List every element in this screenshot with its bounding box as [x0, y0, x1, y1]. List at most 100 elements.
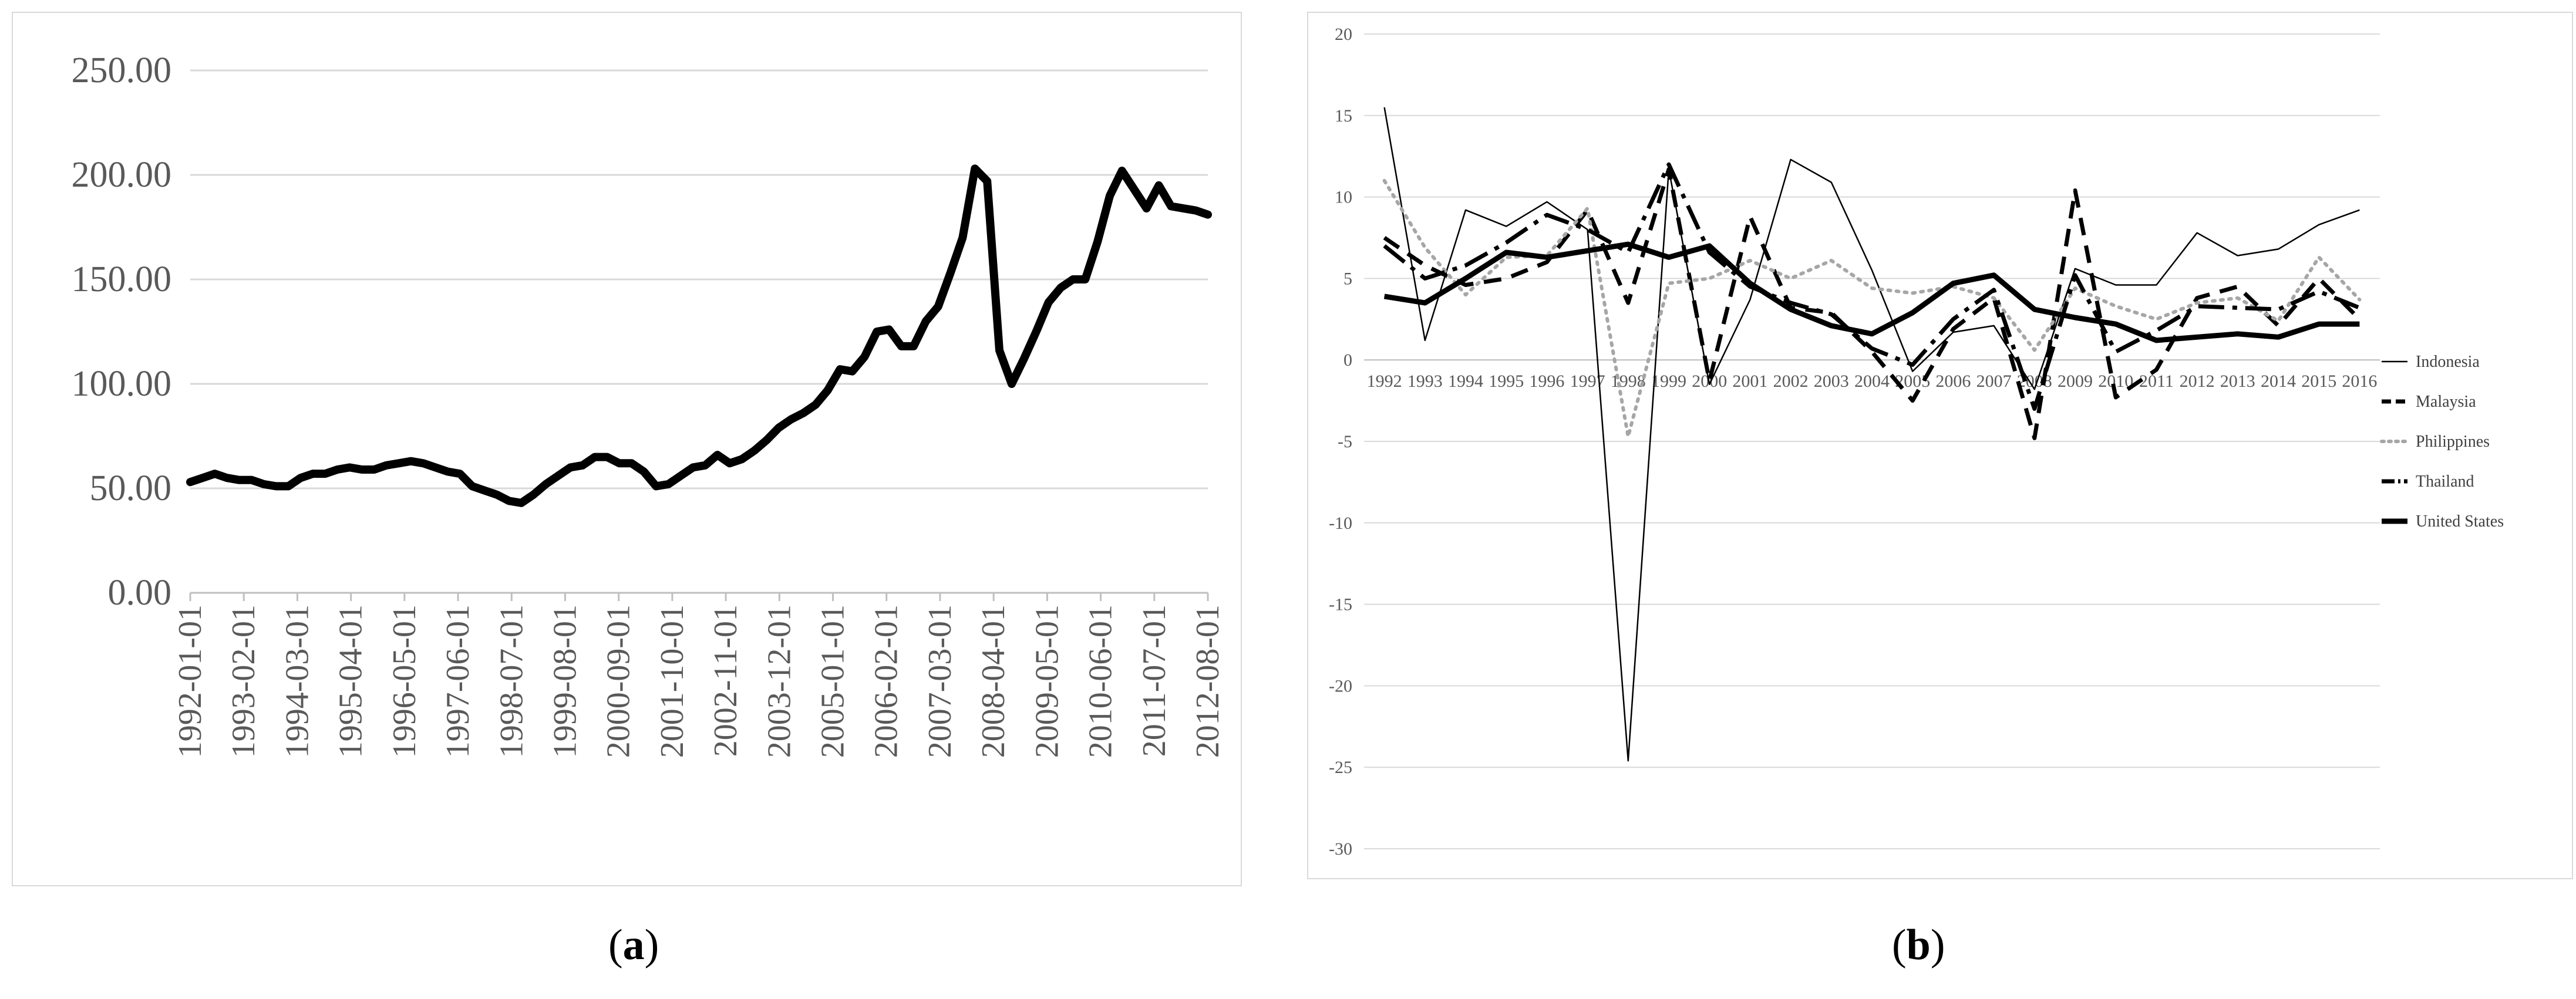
data-point-a-32 — [582, 464, 584, 466]
y-tick-label-a-0: 0.00 — [108, 573, 172, 613]
data-point-a-54 — [851, 370, 853, 372]
data-point-a-27 — [520, 502, 522, 504]
data-point-a-61 — [937, 306, 939, 308]
x-tick-label-a-16: 2009-05-01 — [1029, 605, 1065, 758]
data-point-a-44 — [729, 463, 730, 464]
data-point-a-2 — [214, 473, 215, 475]
chart-a-svg: 0.00 50.00 100.00 150.00 200.00 250.00 1992-01… — [72, 50, 1227, 758]
data-point-a-50 — [802, 412, 804, 414]
data-point-a-11 — [324, 473, 326, 475]
data-point-a-17 — [398, 463, 399, 464]
y-tick-label-b-5: -5 — [1338, 432, 1352, 451]
data-point-a-66 — [999, 350, 1001, 352]
y-tick-label-a-1: 50.00 — [90, 468, 172, 508]
data-point-a-6 — [263, 483, 265, 485]
x-tick-label-a-14: 2007-03-01 — [922, 605, 958, 758]
x-tick-label-b-12: 2004 — [1854, 372, 1890, 391]
data-point-a-33 — [594, 456, 596, 458]
y-tick-label-b-3: 5 — [1343, 269, 1352, 288]
x-tick-label-a-15: 2008-04-01 — [975, 605, 1012, 758]
data-point-a-57 — [888, 329, 890, 330]
data-point-a-63 — [962, 237, 964, 238]
y-tick-label-b-1: 15 — [1335, 106, 1352, 126]
x-tick-label-b-22: 2014 — [2261, 372, 2296, 391]
data-point-a-1 — [201, 477, 203, 479]
x-tick-label-a-7: 1999-08-01 — [547, 605, 583, 758]
data-point-a-29 — [545, 483, 547, 485]
legend-label-b-1: Malaysia — [2416, 393, 2476, 411]
y-tick-label-b-4: 0 — [1343, 350, 1352, 370]
data-point-a-82 — [1195, 210, 1197, 211]
data-point-a-45 — [741, 458, 743, 460]
series-line-b-united-states — [1383, 241, 2360, 343]
legend-label-b-4: United States — [2416, 512, 2504, 531]
data-point-a-56 — [876, 331, 878, 332]
y-tick-label-a-5: 250.00 — [72, 50, 172, 90]
data-point-a-30 — [557, 475, 559, 477]
x-tick-label-a-17: 2010-06-01 — [1083, 605, 1119, 758]
data-point-a-36 — [631, 463, 632, 464]
data-point-a-13 — [349, 467, 351, 468]
y-tick-label-b-9: -25 — [1329, 758, 1352, 777]
data-point-a-71 — [1060, 287, 1062, 289]
x-tick-label-b-9: 2001 — [1732, 372, 1767, 391]
y-tick-label-b-6: -10 — [1329, 514, 1352, 533]
x-tick-label-b-0: 1992 — [1367, 372, 1402, 391]
data-point-a-40 — [680, 475, 682, 477]
x-tick-label-a-10: 2002-11-01 — [708, 605, 744, 757]
data-point-a-80 — [1170, 205, 1172, 207]
x-tick-label-a-4: 1996-05-01 — [386, 605, 423, 758]
x-tick-label-b-10: 2002 — [1773, 372, 1809, 391]
y-tick-label-b-8: -20 — [1329, 676, 1352, 696]
data-point-a-48 — [778, 427, 780, 428]
y-tick-label-b-7: -15 — [1329, 595, 1352, 615]
data-point-a-10 — [312, 473, 314, 475]
data-point-a-46 — [753, 450, 755, 451]
x-tick-label-b-17: 2009 — [2058, 372, 2093, 391]
data-point-a-25 — [496, 494, 497, 495]
data-point-a-49 — [790, 419, 792, 420]
x-tick-label-a-9: 2001-10-01 — [654, 605, 691, 758]
data-point-a-34 — [606, 456, 608, 458]
data-point-a-16 — [386, 464, 388, 466]
chart-panel-a: 0.00 50.00 100.00 150.00 200.00 250.00 1992-01… — [12, 12, 1242, 886]
y-tick-label-b-10: -30 — [1329, 839, 1352, 859]
caption-b-close: ) — [1930, 921, 1945, 969]
data-point-a-69 — [1035, 331, 1037, 332]
x-tick-label-b-19: 2011 — [2139, 372, 2174, 391]
data-point-a-47 — [766, 440, 767, 441]
data-point-a-14 — [361, 468, 363, 470]
data-point-a-19 — [422, 463, 424, 464]
caption-b-open: ( — [1892, 921, 1907, 969]
data-point-a-42 — [704, 464, 706, 466]
data-point-a-7 — [275, 485, 277, 487]
legend-label-b-3: Thailand — [2416, 473, 2474, 491]
series-line-b-indonesia — [1383, 107, 2360, 762]
y-tick-label-a-3: 150.00 — [72, 259, 172, 299]
data-point-a-15 — [373, 468, 375, 470]
data-point-a-76 — [1121, 170, 1123, 171]
chart-panel-b: 20 15 10 5 0 -5 -10 -15 -20 -25 -30 1992 1993 1994 199… — [1307, 12, 2573, 879]
caption-b: (b) — [1892, 920, 1945, 970]
y-tick-label-a-4: 200.00 — [72, 155, 172, 195]
legend-label-b-0: Indonesia — [2416, 353, 2480, 371]
data-point-a-20 — [435, 467, 436, 468]
x-tick-label-a-1: 1993-02-01 — [225, 605, 262, 758]
data-point-a-77 — [1133, 188, 1135, 190]
data-point-a-9 — [299, 477, 301, 479]
x-tick-label-b-3: 1995 — [1489, 372, 1524, 391]
data-point-a-21 — [447, 471, 449, 473]
data-point-a-64 — [974, 168, 976, 170]
caption-a-close: ) — [644, 921, 659, 969]
data-point-a-22 — [459, 473, 461, 475]
x-tick-label-a-12: 2005-01-01 — [815, 605, 851, 758]
caption-a-open: ( — [608, 921, 623, 969]
data-point-a-55 — [864, 356, 866, 357]
data-point-a-35 — [618, 463, 620, 464]
series-line-b-thailand — [1383, 162, 2361, 411]
data-point-a-70 — [1048, 302, 1049, 303]
x-tick-label-a-19: 2012-08-01 — [1190, 605, 1226, 758]
data-point-a-51 — [814, 404, 816, 406]
series-line-a — [186, 164, 1212, 507]
data-point-a-75 — [1109, 195, 1110, 197]
